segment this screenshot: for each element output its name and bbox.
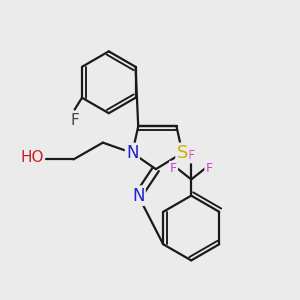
Text: N: N <box>132 187 145 205</box>
Text: F: F <box>206 162 212 175</box>
Text: N: N <box>126 144 139 162</box>
Text: F: F <box>70 113 79 128</box>
Text: F: F <box>188 149 195 162</box>
Text: F: F <box>170 162 177 175</box>
Text: S: S <box>177 144 188 162</box>
Text: HO: HO <box>20 150 44 165</box>
